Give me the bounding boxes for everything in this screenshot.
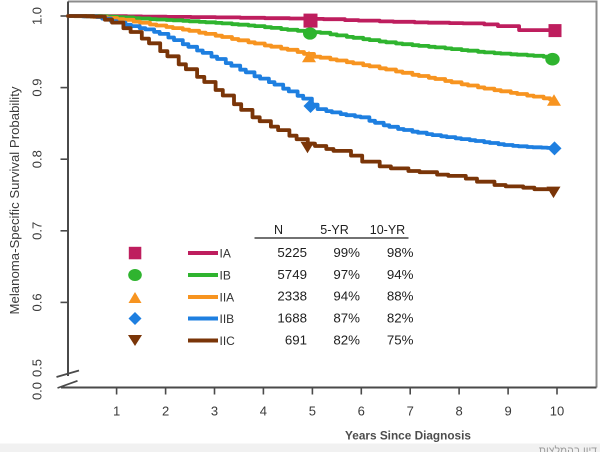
svg-text:10-YR: 10-YR	[370, 223, 405, 237]
svg-text:0.6: 0.6	[30, 293, 45, 311]
svg-text:5225: 5225	[277, 245, 307, 260]
svg-text:88%: 88%	[387, 289, 414, 304]
svg-text:Years Since Diagnosis: Years Since Diagnosis	[345, 428, 471, 442]
svg-text:0.5: 0.5	[30, 359, 45, 377]
svg-text:IB: IB	[220, 268, 231, 282]
svg-text:9: 9	[504, 404, 511, 419]
svg-text:6: 6	[358, 404, 365, 419]
svg-text:87%: 87%	[333, 311, 360, 326]
svg-text:10: 10	[550, 404, 564, 419]
svg-text:0.0: 0.0	[30, 382, 45, 400]
svg-text:0.9: 0.9	[30, 79, 45, 97]
svg-text:5-YR: 5-YR	[320, 223, 348, 237]
svg-text:5: 5	[309, 404, 316, 419]
svg-text:97%: 97%	[333, 267, 360, 282]
svg-text:2: 2	[162, 404, 169, 419]
svg-text:Melanoma-Specific Survival Pro: Melanoma-Specific Survival Probability	[7, 86, 22, 314]
svg-text:1: 1	[113, 404, 120, 419]
svg-text:0.7: 0.7	[30, 222, 45, 240]
svg-text:1.0: 1.0	[30, 7, 45, 25]
svg-text:5749: 5749	[277, 267, 307, 282]
svg-text:75%: 75%	[387, 333, 414, 348]
svg-text:4: 4	[260, 404, 267, 419]
svg-text:0.8: 0.8	[30, 150, 45, 168]
svg-text:IIB: IIB	[220, 312, 235, 326]
svg-text:82%: 82%	[333, 333, 360, 348]
svg-text:IA: IA	[220, 246, 231, 260]
svg-text:691: 691	[285, 333, 307, 348]
svg-text:3: 3	[211, 404, 218, 419]
svg-text:1688: 1688	[277, 311, 307, 326]
svg-text:2338: 2338	[277, 289, 307, 304]
svg-text:IIC: IIC	[220, 334, 236, 348]
svg-text:94%: 94%	[333, 289, 360, 304]
svg-text:7: 7	[407, 404, 414, 419]
svg-text:82%: 82%	[387, 311, 414, 326]
svg-text:N: N	[274, 223, 283, 237]
svg-text:99%: 99%	[333, 245, 360, 260]
svg-text:98%: 98%	[387, 245, 414, 260]
svg-text:94%: 94%	[387, 267, 414, 282]
svg-text:דיון בהמלצות: דיון בהמלצות	[539, 445, 597, 452]
svg-text:IIA: IIA	[220, 290, 235, 304]
svg-text:8: 8	[455, 404, 462, 419]
